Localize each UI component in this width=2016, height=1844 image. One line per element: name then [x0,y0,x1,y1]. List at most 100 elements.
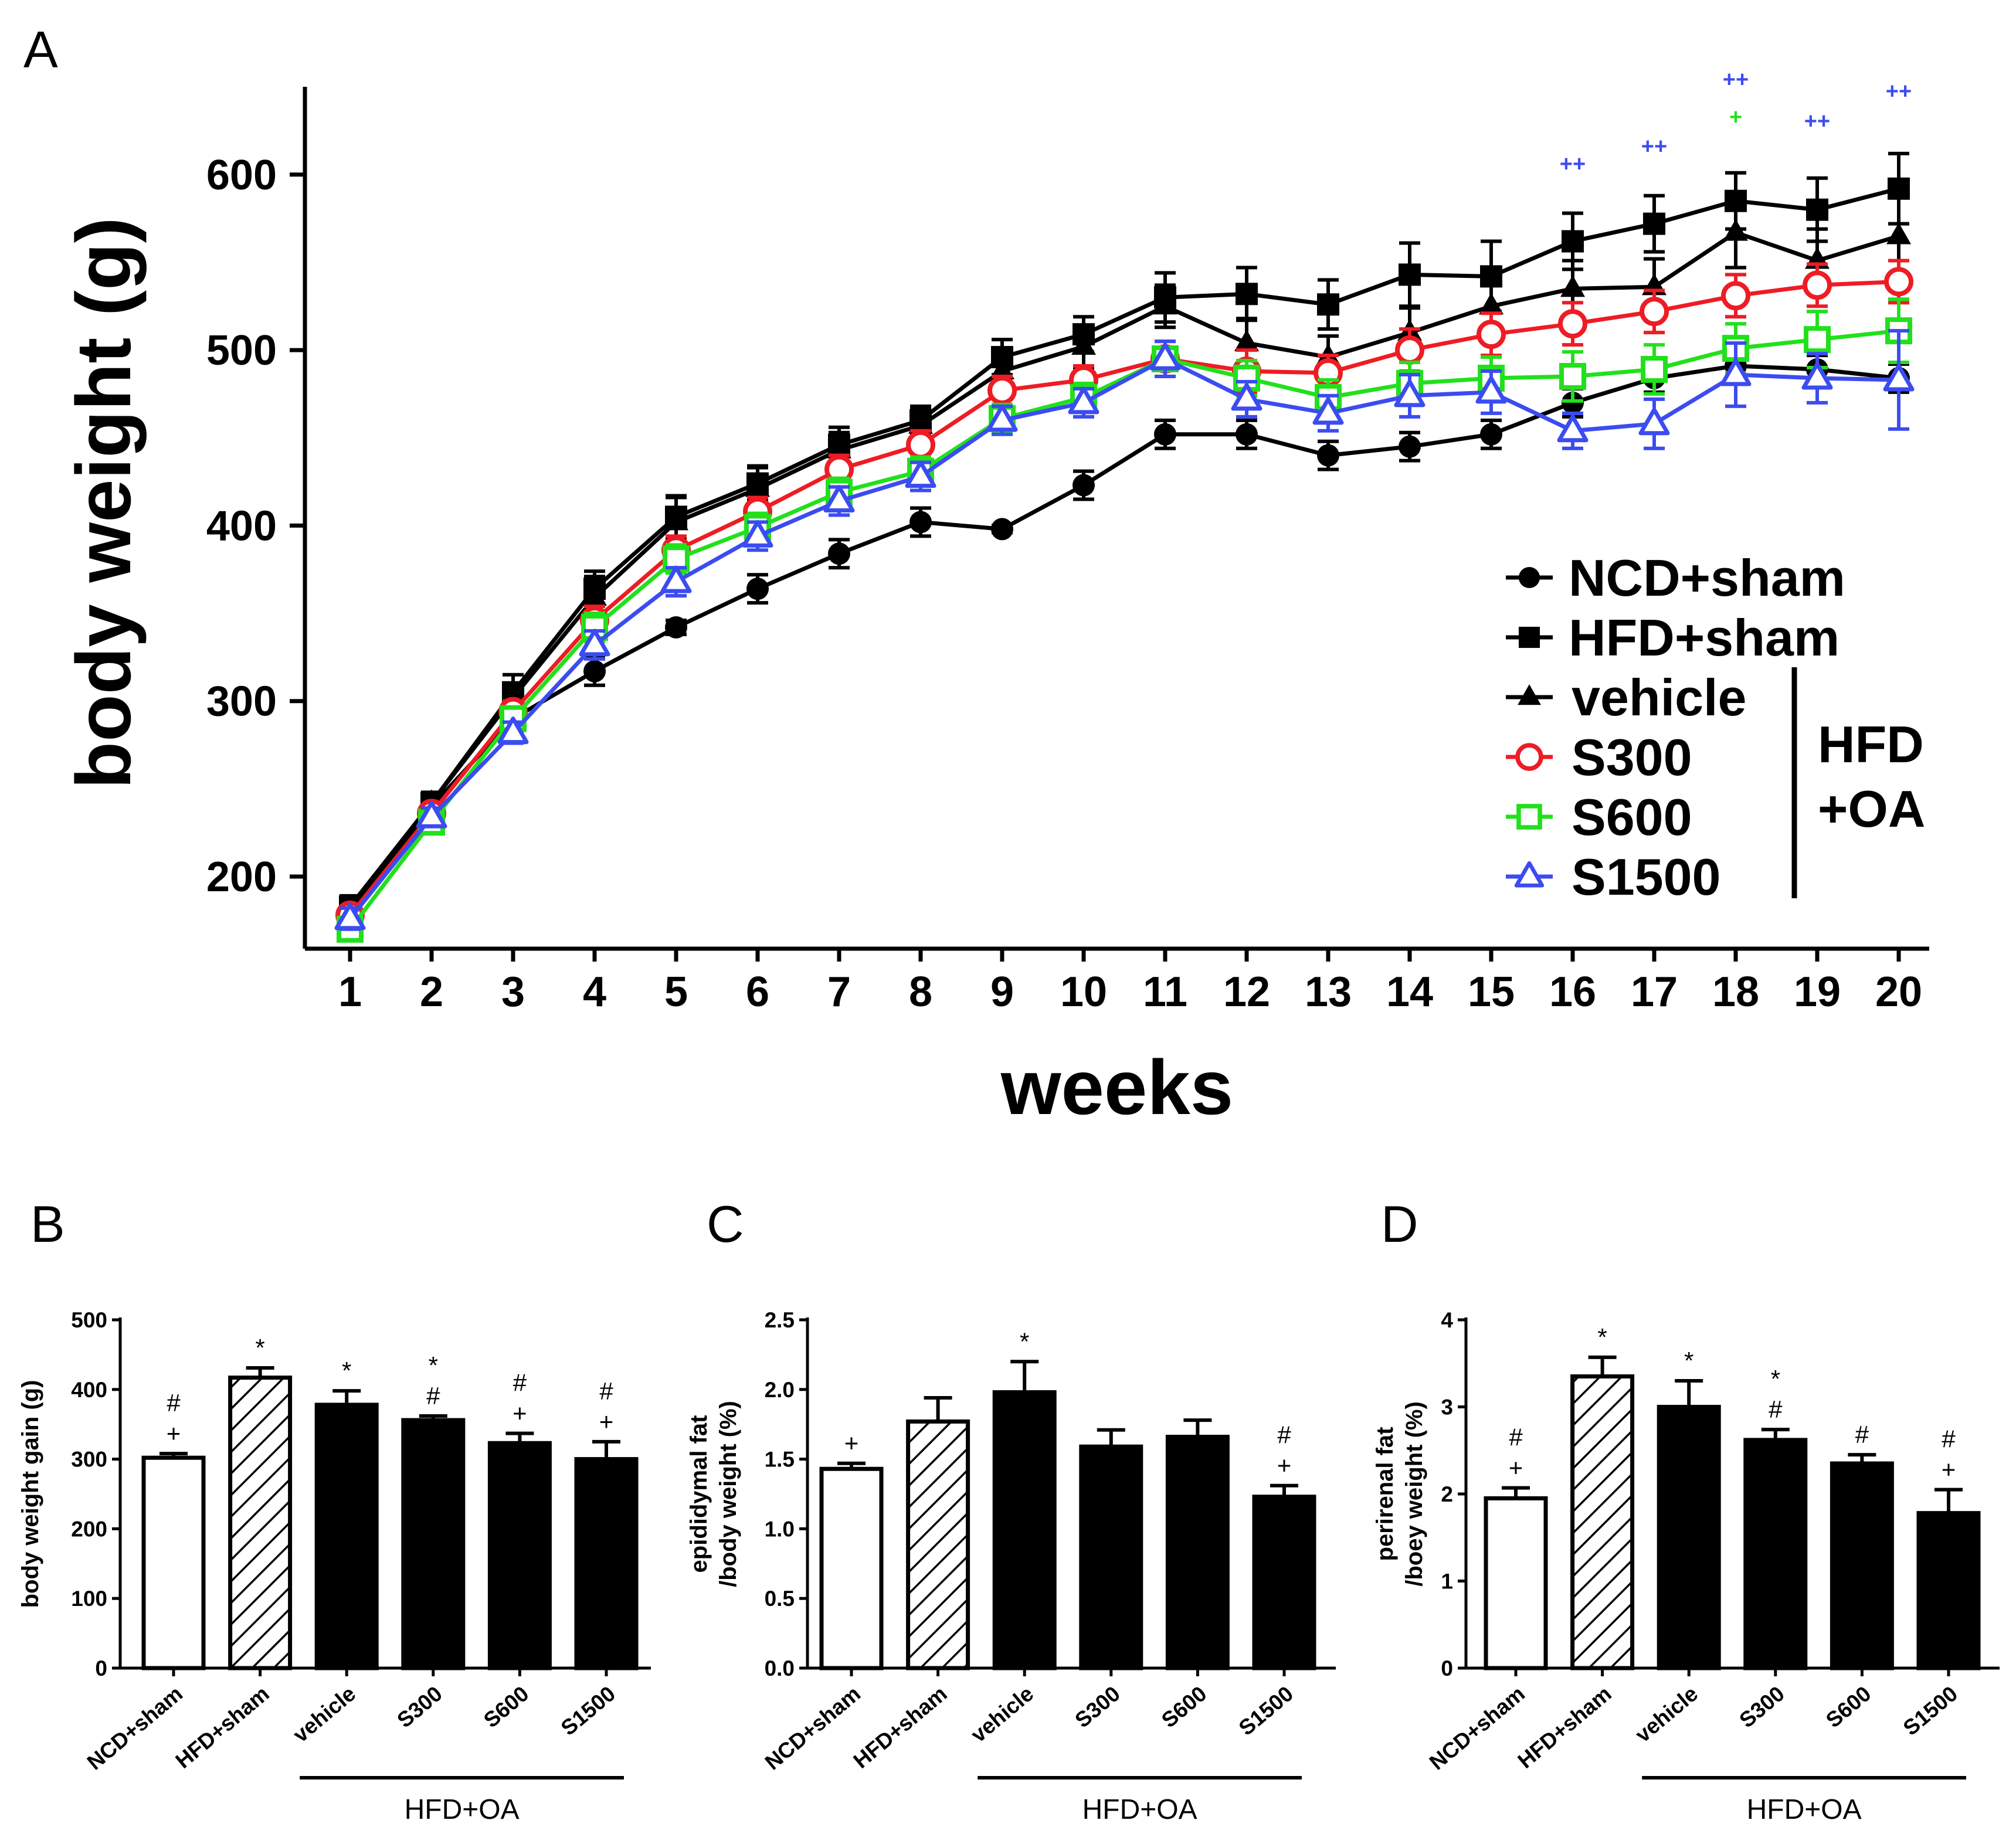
legend-label-s600: S600 [1572,788,1692,846]
x-tick-label-7: 7 [827,969,851,1016]
data-point-s300-w16 [1558,309,1587,339]
data-point-s600-w19 [1804,326,1831,354]
data-point-vehicle-w12 [1234,330,1259,352]
data-point-hfd-sham-w17 [1643,212,1665,235]
panel-letter-d: D [1381,1195,1418,1253]
bar-vehicle [1657,1405,1721,1670]
y-tick-label-500: 500 [206,327,277,374]
legend-marker-s1500 [1514,861,1545,888]
data-point-hfd-sham-w19 [1806,198,1828,221]
y-tick-label-3: 3 [1441,1395,1453,1419]
data-point-s1500-w12 [1231,383,1262,411]
legend-label-s1500: S1500 [1572,848,1720,906]
y-tick-label-2-0: 2.0 [765,1378,795,1402]
data-point-vehicle-w5 [664,508,688,531]
x-tick-label-hfd-sham: HFD+sham [849,1682,952,1773]
significance-mark-s1500-0: + [599,1408,614,1435]
significance-mark-vehicle-0: * [1684,1347,1693,1374]
x-tick-label-ncd-sham: NCD+sham [83,1682,187,1775]
series-line-s600 [348,328,1899,931]
x-tick-label-vehicle: vehicle [289,1682,360,1747]
x-tick-label-vehicle: vehicle [966,1682,1038,1747]
y-tick-label-300: 300 [71,1448,107,1472]
significance-mark-hfd-sham-0: * [255,1334,264,1361]
significance-mark-vehicle-0: * [342,1357,351,1384]
x-tick-label-s600: S600 [479,1682,534,1733]
significance-mark-s600-1: # [513,1369,527,1397]
data-point-ncd-sham-w4 [583,660,606,682]
legend-marker-s300 [1515,743,1543,771]
x-tick-label-14: 14 [1386,969,1433,1016]
legend-marker-vehicle [1518,684,1541,705]
data-point-hfd-sham-w13 [1317,293,1339,316]
x-tick-label-6: 6 [746,969,769,1016]
y-tick-label-0-5: 0.5 [765,1587,795,1611]
x-tick-label-s300: S300 [1735,1682,1789,1733]
y-tick-label-200: 200 [206,854,277,901]
x-tick-label-10: 10 [1060,969,1107,1016]
significance-mark-w20-blue: ++ [1886,79,1912,104]
data-point-ncd-sham-w14 [1399,435,1421,458]
x-tick-label-3: 3 [501,969,525,1016]
x-tick-label-hfd-sham: HFD+sham [171,1682,274,1773]
data-point-s1500-w13 [1312,397,1344,425]
data-point-s1500-w15 [1475,376,1507,404]
significance-mark-s300-1: * [1771,1365,1780,1393]
x-tick-label-19: 19 [1794,969,1841,1016]
y-tick-label-600: 600 [206,152,277,199]
series-line-vehicle [348,230,1900,910]
significance-mark-s300-0: # [1769,1395,1783,1423]
data-point-vehicle-w10 [1071,333,1096,355]
significance-mark-s1500-1: # [599,1377,613,1405]
significance-mark-ncd-sham-0: + [167,1419,181,1447]
x-tick-label-s600: S600 [1157,1682,1211,1733]
significance-mark-vehicle-0: * [1020,1327,1029,1355]
series-s1500 [334,329,1915,931]
legend-marker-s600 [1516,804,1542,830]
bar-ncd-sham [1484,1496,1548,1670]
data-point-ncd-sham-w11 [1154,423,1176,446]
y-axis-title-line-1: perirenal fat [1372,1427,1398,1561]
legend-group-label: HFD [1818,715,1924,773]
legend-marker-hfd-sham [1518,626,1540,648]
significance-mark-s1500-1: # [1277,1421,1291,1449]
data-point-s1500-w18 [1720,358,1752,386]
significance-mark-w19-blue: ++ [1804,109,1830,134]
y-tick-label-300: 300 [206,678,277,725]
significance-mark-w17-blue: ++ [1641,134,1667,159]
y-tick-label-0-0: 0.0 [765,1656,795,1680]
x-tick-label-17: 17 [1631,969,1678,1016]
significance-mark-ncd-sham-1: # [167,1389,181,1417]
bar-chart-epididymal-fat: 0.0 0.5 1.0 1.5 2.0 2.5 epididymal fat/body we… [686,1308,1336,1825]
data-point-ncd-sham-w15 [1480,423,1502,446]
x-tick-label-5: 5 [664,969,688,1016]
y-axis-title: body weight gain (g) [18,1380,43,1608]
x-tick-label-s300: S300 [392,1682,447,1733]
y-tick-label-2: 2 [1441,1482,1453,1506]
data-point-s600-w17 [1641,356,1668,383]
x-tick-label-vehicle: vehicle [1631,1682,1702,1747]
x-tick-label-ncd-sham: NCD+sham [761,1682,865,1775]
x-tick-label-s300: S300 [1070,1682,1125,1733]
data-point-vehicle-w6 [745,475,770,497]
significance-mark-ncd-sham-0: + [1509,1454,1523,1482]
significance-mark-s300-1: * [429,1351,438,1379]
x-tick-label-9: 9 [990,969,1014,1016]
data-point-s1500-w7 [823,484,855,512]
significance-mark-hfd-sham-0: * [1597,1323,1607,1351]
y-axis-title-line-2: /boey weight (%) [1401,1401,1427,1587]
data-point-ncd-sham-w12 [1236,423,1258,446]
bar-s600 [1830,1461,1894,1670]
data-point-s1500-w4 [579,629,610,657]
data-point-s300-w9 [987,375,1017,405]
x-tick-label-20: 20 [1875,969,1922,1016]
y-tick-label-100: 100 [71,1587,107,1611]
y-axis-title-line-2: /body weight (%) [715,1401,741,1587]
data-point-vehicle-w7 [827,436,851,459]
bar-hfd-sham [906,1419,970,1670]
data-point-s1500-w6 [742,519,773,548]
data-point-s1500-w19 [1801,362,1833,390]
